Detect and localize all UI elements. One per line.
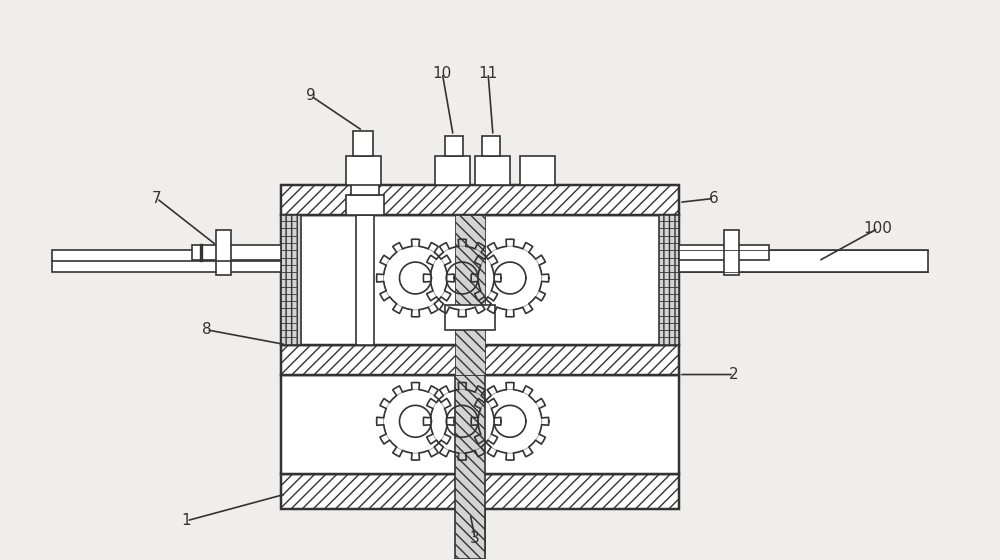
Bar (455, 531, 485, 536)
Text: 11: 11 (478, 66, 498, 81)
Bar (435, 156, 470, 185)
Bar (724, 230, 739, 275)
Text: 100: 100 (864, 221, 893, 236)
Bar (482, 136, 500, 156)
Bar (659, 216, 679, 344)
Bar (281, 344, 679, 375)
Bar (281, 474, 679, 509)
Bar (281, 344, 679, 375)
Bar (520, 156, 555, 185)
Bar (281, 185, 679, 216)
Bar (455, 216, 485, 375)
Bar (281, 216, 301, 344)
Bar (455, 514, 485, 520)
Text: 10: 10 (433, 66, 452, 81)
Bar (281, 474, 679, 509)
Bar (455, 509, 485, 514)
Text: 3: 3 (470, 531, 480, 546)
Bar (445, 305, 495, 330)
Bar (346, 195, 384, 216)
Text: 9: 9 (306, 88, 316, 104)
Bar (455, 547, 485, 553)
Text: 2: 2 (729, 367, 739, 382)
Text: 1: 1 (182, 514, 191, 528)
Bar (455, 536, 485, 542)
Bar (455, 520, 485, 525)
Text: 7: 7 (152, 191, 162, 206)
Bar (356, 216, 374, 344)
Bar (353, 130, 373, 156)
Bar (679, 250, 928, 272)
Bar (192, 245, 281, 260)
Bar (351, 180, 379, 195)
Bar (52, 250, 281, 272)
Bar (281, 185, 679, 216)
Text: 6: 6 (709, 191, 719, 206)
Bar (346, 156, 381, 185)
Text: 8: 8 (202, 322, 211, 337)
Bar (281, 375, 679, 474)
Bar (475, 156, 510, 185)
Bar (216, 230, 231, 275)
Bar (445, 136, 463, 156)
Bar (281, 216, 679, 344)
Bar (455, 542, 485, 547)
Bar (679, 245, 769, 260)
Bar (455, 375, 485, 559)
Bar (455, 525, 485, 531)
